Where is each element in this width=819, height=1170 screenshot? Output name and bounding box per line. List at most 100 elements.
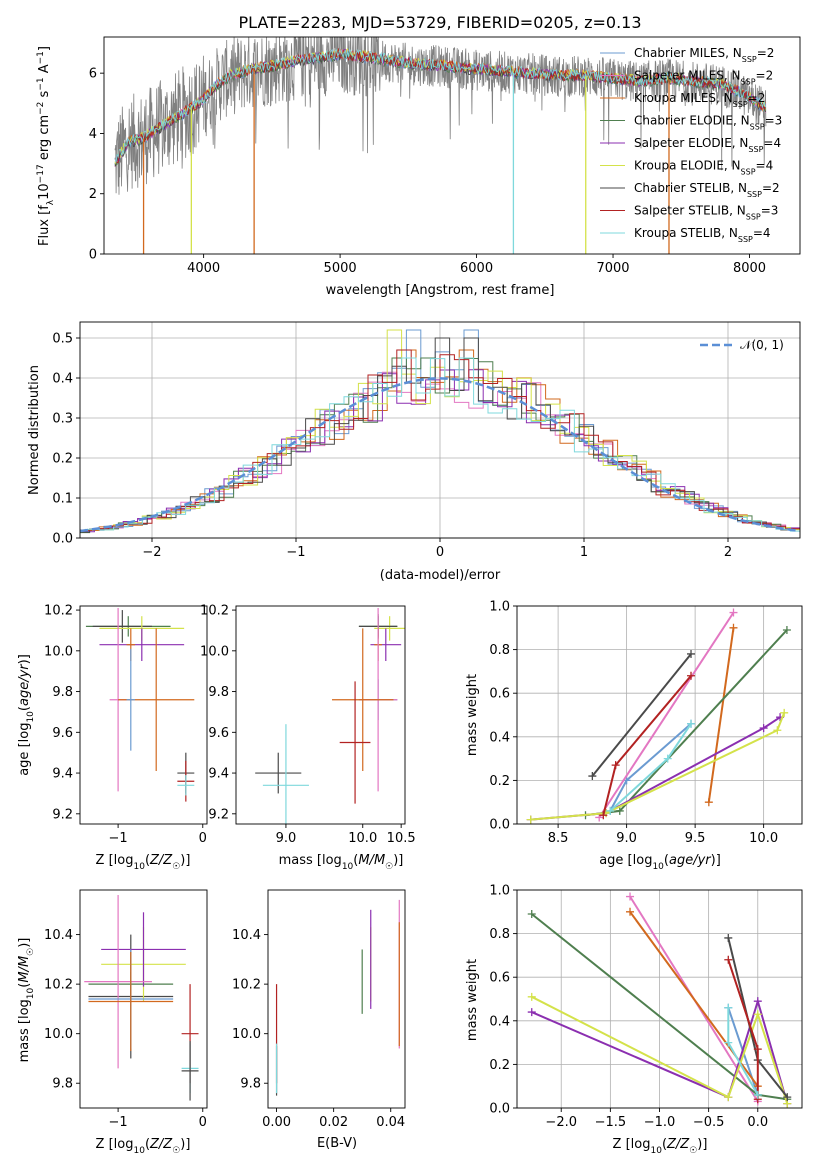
x-tick-label: −2.0 (545, 1115, 577, 1130)
label-part: ( (145, 1137, 150, 1152)
label-part: 10 (133, 1146, 145, 1156)
age-vs-metallicity-panel: −1 09.29.49.69.810.010.2Z [log10(Z/Z☉)]ag… (17, 604, 208, 872)
weight-marker (595, 813, 604, 822)
legend-entry: 𝒩(0, 1) (740, 338, 784, 352)
label-part: ☉ (172, 862, 180, 872)
y-tick-label: 9.2 (52, 807, 73, 822)
y-tick-label: 0.4 (489, 730, 510, 745)
weight-marker (599, 811, 608, 820)
legend-entry-text: Kroupa STELIB, N (634, 226, 738, 240)
x-tick-label: 0.02 (319, 1115, 348, 1130)
y-tick-label: 0.0 (489, 818, 510, 833)
x-tick-label: 0.0 (747, 1115, 768, 1130)
x-tick-label: 4000 (187, 261, 220, 276)
weight-line (585, 629, 788, 817)
weight-line (531, 997, 789, 1104)
y-tick-label: 0.2 (52, 452, 73, 467)
y-tick-label: 9.4 (52, 767, 73, 782)
label-part: λ (46, 199, 56, 205)
axes-frame (516, 605, 803, 825)
legend-entry: Salpeter ELODIE, NSSP=4 (634, 136, 781, 154)
weight-marker (783, 1093, 792, 1102)
y-tick-label: 9.6 (52, 726, 73, 741)
weight-marker (611, 761, 620, 770)
weight-marker (753, 1045, 762, 1054)
y-tick-label: 10.4 (44, 928, 73, 943)
y-tick-label: 1.0 (489, 884, 510, 899)
weight-line (591, 653, 692, 777)
legend-entry-tail: =2 (748, 91, 766, 105)
x-tick-label: 0.00 (262, 1115, 291, 1130)
label-part: −2 (36, 102, 46, 115)
mass-vs-ebv-panel: 0.00 0.02 0.04 9.8 10.0 10.2 10.4 E(B-V) (232, 889, 406, 1151)
y-axis-label: mass weight (465, 959, 480, 1041)
x-tick-label: 10.0 (348, 831, 377, 846)
weight-line (530, 712, 786, 821)
x-tick-label: 10.5 (387, 831, 416, 846)
y-tick-label: 0.3 (52, 412, 73, 427)
x-axis-label: wavelength [Angstrom, rest frame] (326, 283, 555, 298)
x-tick-label: −1.5 (595, 1115, 627, 1130)
legend-entry-sub: SSP (746, 212, 761, 221)
x-axis-label: Z [log10(Z/Z☉)] (613, 1137, 708, 1156)
weight-marker (724, 1003, 733, 1012)
label-part: )] (393, 853, 403, 868)
y-tick-label: 9.4 (208, 767, 229, 782)
label-part: M/M (358, 853, 385, 868)
y-tick-label: 10.2 (44, 978, 73, 993)
weight-marker (687, 649, 696, 658)
label-part: 10 (652, 862, 664, 872)
x-tick-label: 6000 (460, 261, 493, 276)
legend-entry: Kroupa STELIB, NSSP=4 (634, 226, 771, 244)
y-tick-label: 0.2 (489, 1058, 510, 1073)
y-axis-label: Normed distribution (27, 365, 42, 495)
observed-spectrum-line (114, 37, 767, 195)
model-spectrum-line (114, 47, 766, 164)
x-tick-label: 7000 (596, 261, 629, 276)
weight-marker (606, 806, 615, 815)
y-tick-label: 1.0 (489, 600, 510, 615)
x-tick-label: 9.0 (276, 831, 297, 846)
legend-entry-text: Kroupa ELODIE, N (634, 159, 741, 173)
weight-marker (626, 907, 635, 916)
legend-entry-sub: SSP (742, 55, 757, 64)
weight-marker (724, 955, 733, 964)
legend-entry-text: Chabrier ELODIE, N (634, 114, 750, 128)
histogram-step-line (80, 337, 796, 533)
weight-marker (724, 1038, 733, 1047)
y-axis-label: Flux [fλ10−17 erg cm−2 s−1 A−1] (36, 46, 56, 246)
label-part: age [log (17, 723, 32, 776)
massweight-vs-metallicity-panel: −2.0 −1.5 −1.0 −0.5 0.0 0.0 0.2 0.4 0.6 0.8 1.0 Z [… (465, 884, 803, 1156)
y-tick-label: 6 (89, 67, 97, 82)
massweight-vs-age-panel: 8.5 9.0 9.5 10.0 0.0 0.2 0.4 0.6 0.8 1.0 age [log1… (465, 600, 803, 872)
weight-marker (526, 815, 535, 824)
axes-frame (79, 889, 208, 1109)
weight-marker (724, 1093, 733, 1102)
y-tick-label: 4 (89, 127, 97, 142)
legend-entry-text: Salpeter ELODIE, N (634, 136, 748, 150)
weight-marker (753, 997, 762, 1006)
x-tick-label: −0.5 (693, 1115, 725, 1130)
y-tick-label: 0.1 (52, 492, 73, 507)
weight-line (707, 627, 735, 803)
label-part: 10 (26, 987, 36, 999)
weight-marker (724, 933, 733, 942)
label-part: ( (17, 983, 32, 988)
legend-entry-sub: SSP (747, 190, 762, 199)
label-part: −17 (36, 164, 46, 183)
label-part: ☉ (172, 1146, 180, 1156)
label-part: Z/Z (149, 1137, 173, 1152)
axes-frame (235, 605, 406, 825)
label-part: age/yr (669, 853, 712, 868)
x-axis-label: mass [log10(M/M☉)] (279, 853, 404, 872)
legend-entry: Kroupa ELODIE, NSSP=4 (634, 159, 773, 177)
legend-entry-tail: =4 (763, 136, 781, 150)
y-tick-label: 9.8 (52, 685, 73, 700)
y-tick-label: 9.8 (52, 1077, 73, 1092)
label-part: ☉ (26, 948, 36, 956)
x-tick-label: −1 (109, 1115, 128, 1130)
y-tick-label: 0.8 (489, 927, 510, 942)
axes-frame (267, 889, 406, 1109)
label-part: )] (180, 853, 190, 868)
label-part: −1 (36, 77, 46, 90)
